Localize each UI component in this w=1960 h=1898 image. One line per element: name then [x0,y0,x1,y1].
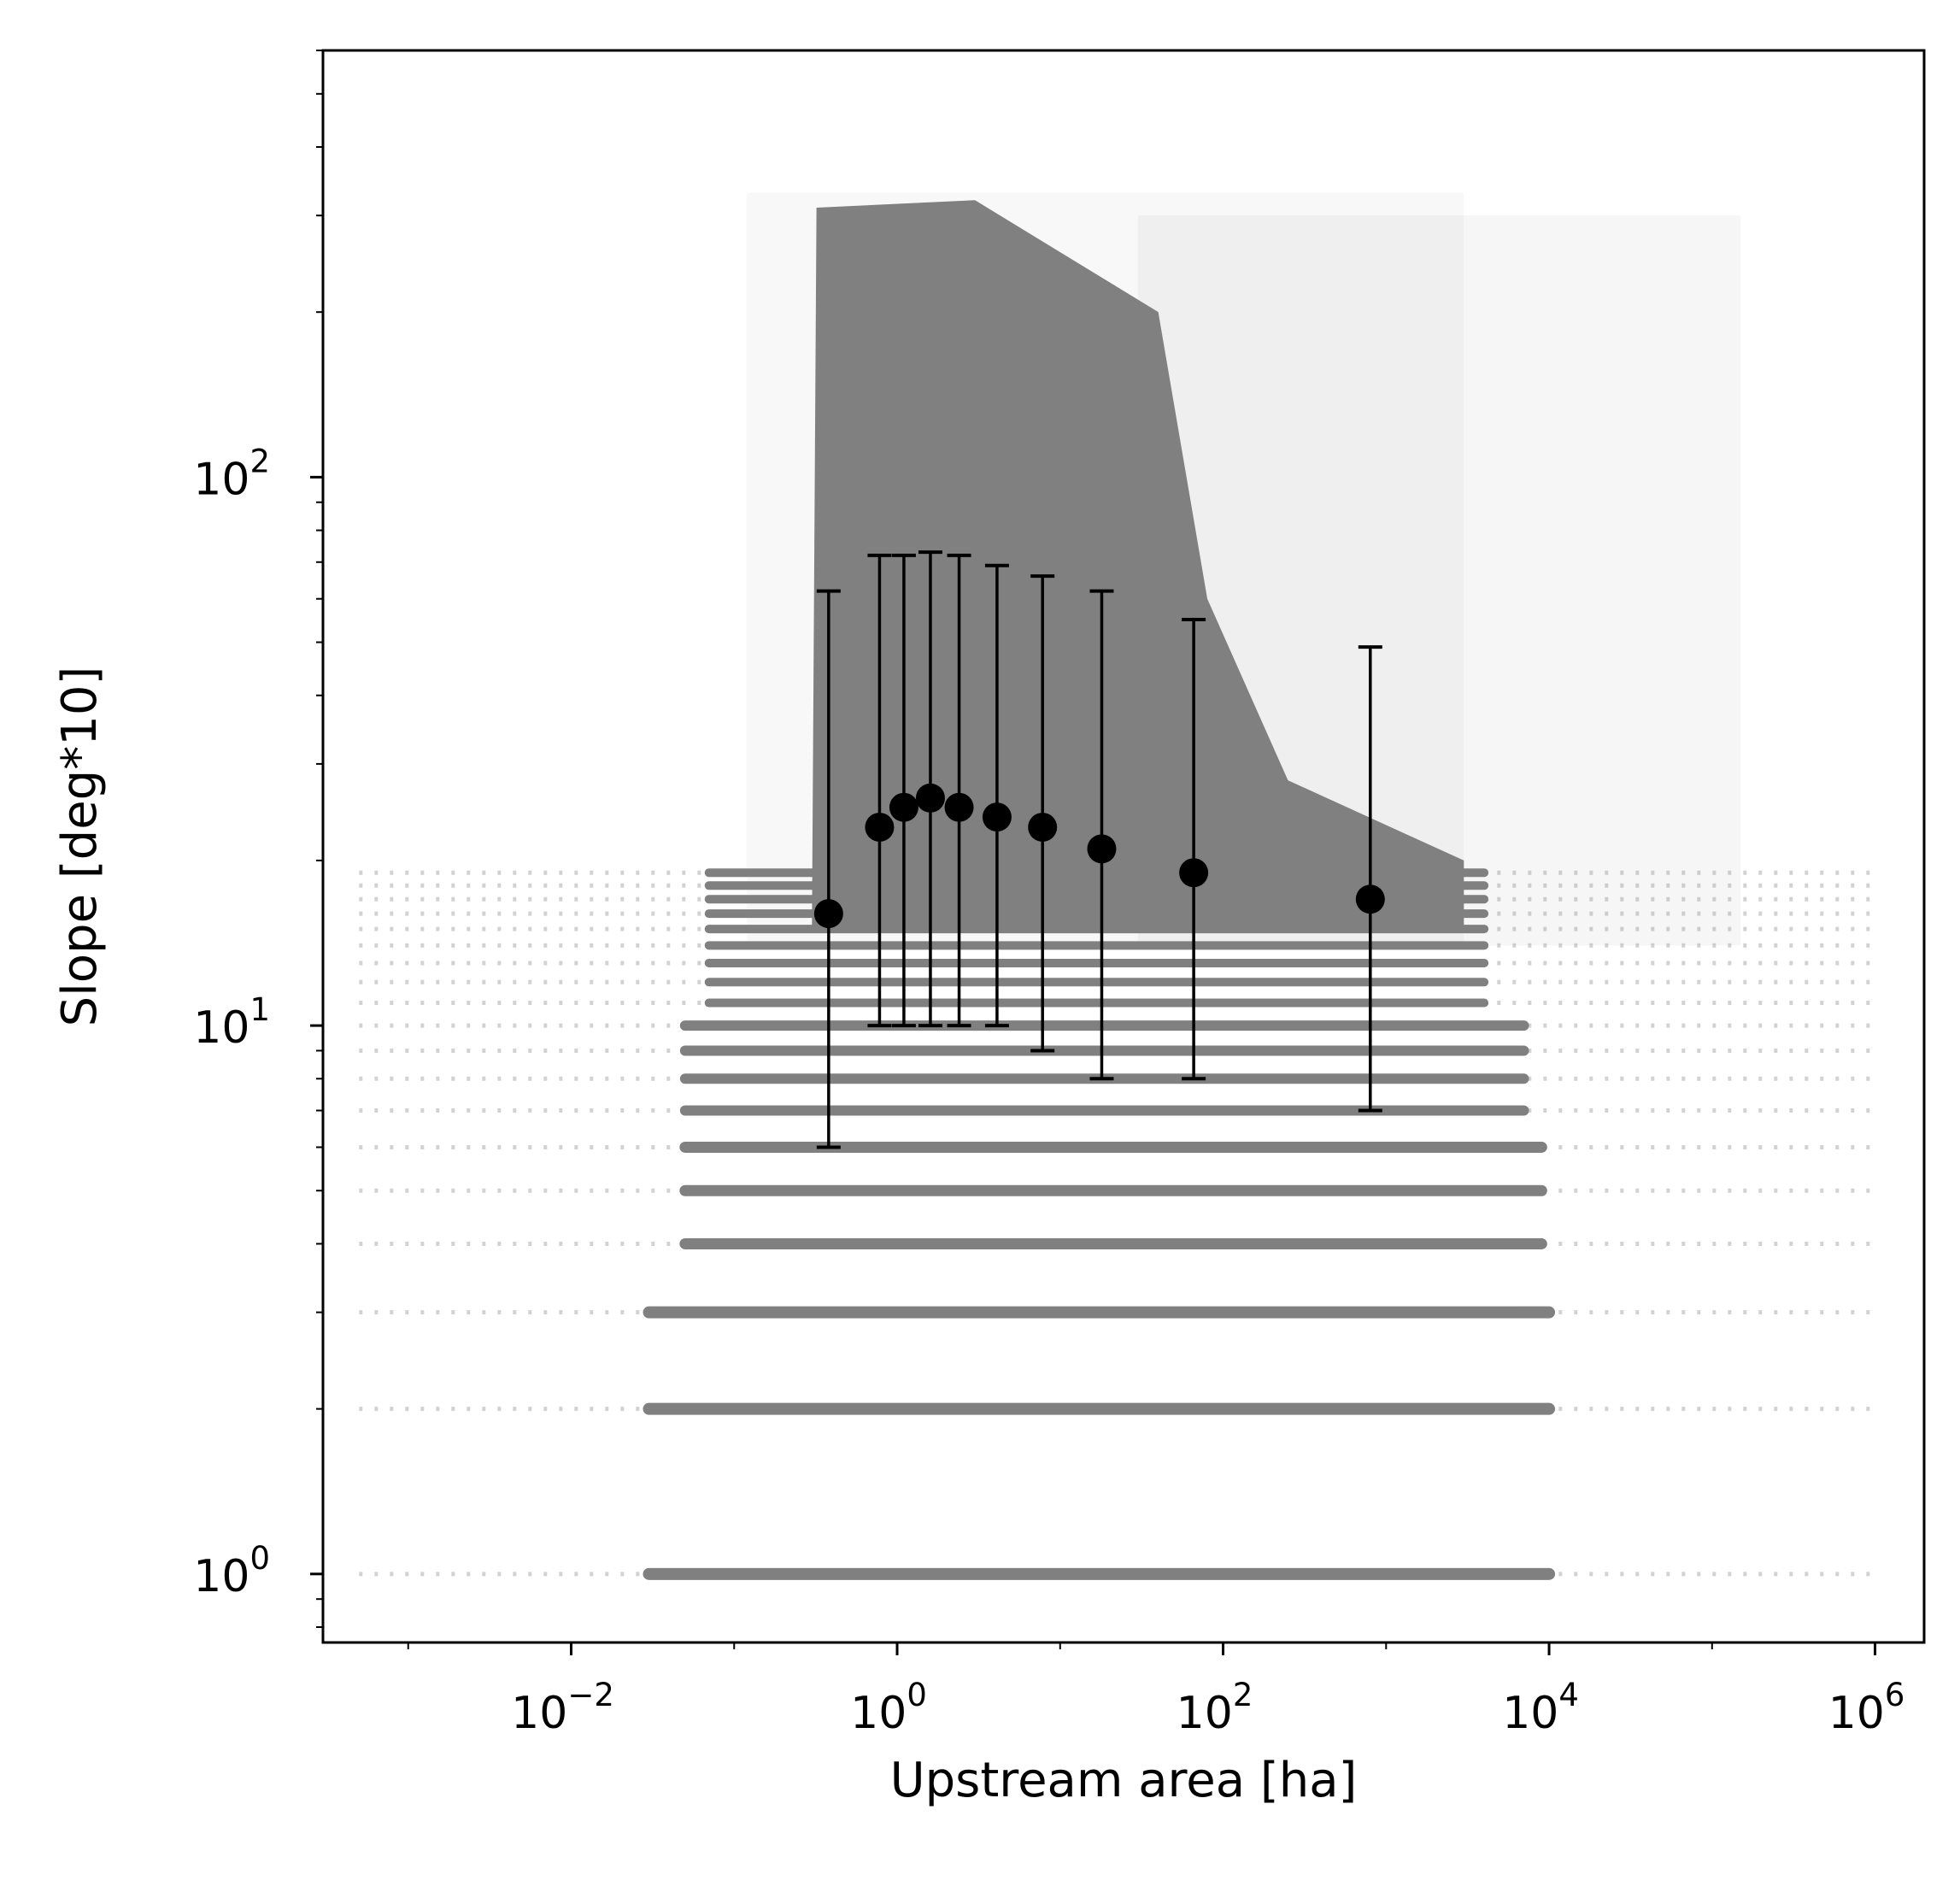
x-tick-label: 100 [850,1677,927,1739]
data-point [1087,834,1117,864]
background-dense-cloud [812,200,1464,930]
x-tick-label: 102 [1177,1677,1253,1739]
x-tick-label: 104 [1502,1677,1579,1739]
plot-frame [321,49,1926,1644]
x-axis-label: Upstream area [ha] [890,1753,1358,1808]
y-tick-label: 102 [193,443,270,505]
x-tick-exponent: 2 [1233,1677,1253,1713]
data-point [944,792,974,822]
x-tick-label: 10−2 [511,1677,614,1739]
y-axis-label: Slope [deg*10] [52,667,108,1027]
data-point [982,802,1012,832]
data-point [915,783,945,813]
y-tick-label: 101 [193,991,270,1054]
x-axis-ticks: 10−2 100 102 104 106 [407,1642,1905,1739]
data-point [1179,858,1209,888]
data-point [1355,884,1385,914]
x-tick-exponent: 6 [1885,1677,1905,1713]
y-tick-label: 100 [193,1540,270,1602]
x-tick-exponent: −2 [567,1677,614,1713]
x-tick-exponent: 4 [1558,1677,1579,1713]
background-scatter [359,192,1875,1580]
y-tick-exponent: 1 [249,991,270,1028]
x-tick-label: 106 [1828,1677,1905,1739]
data-point [1028,812,1058,842]
x-tick-exponent: 0 [907,1677,927,1713]
y-tick-exponent: 0 [249,1540,270,1577]
data-point [889,792,918,822]
data-point [865,812,895,842]
errorbar-series [813,550,1385,1149]
y-tick-exponent: 2 [249,443,270,479]
data-point [813,899,843,929]
